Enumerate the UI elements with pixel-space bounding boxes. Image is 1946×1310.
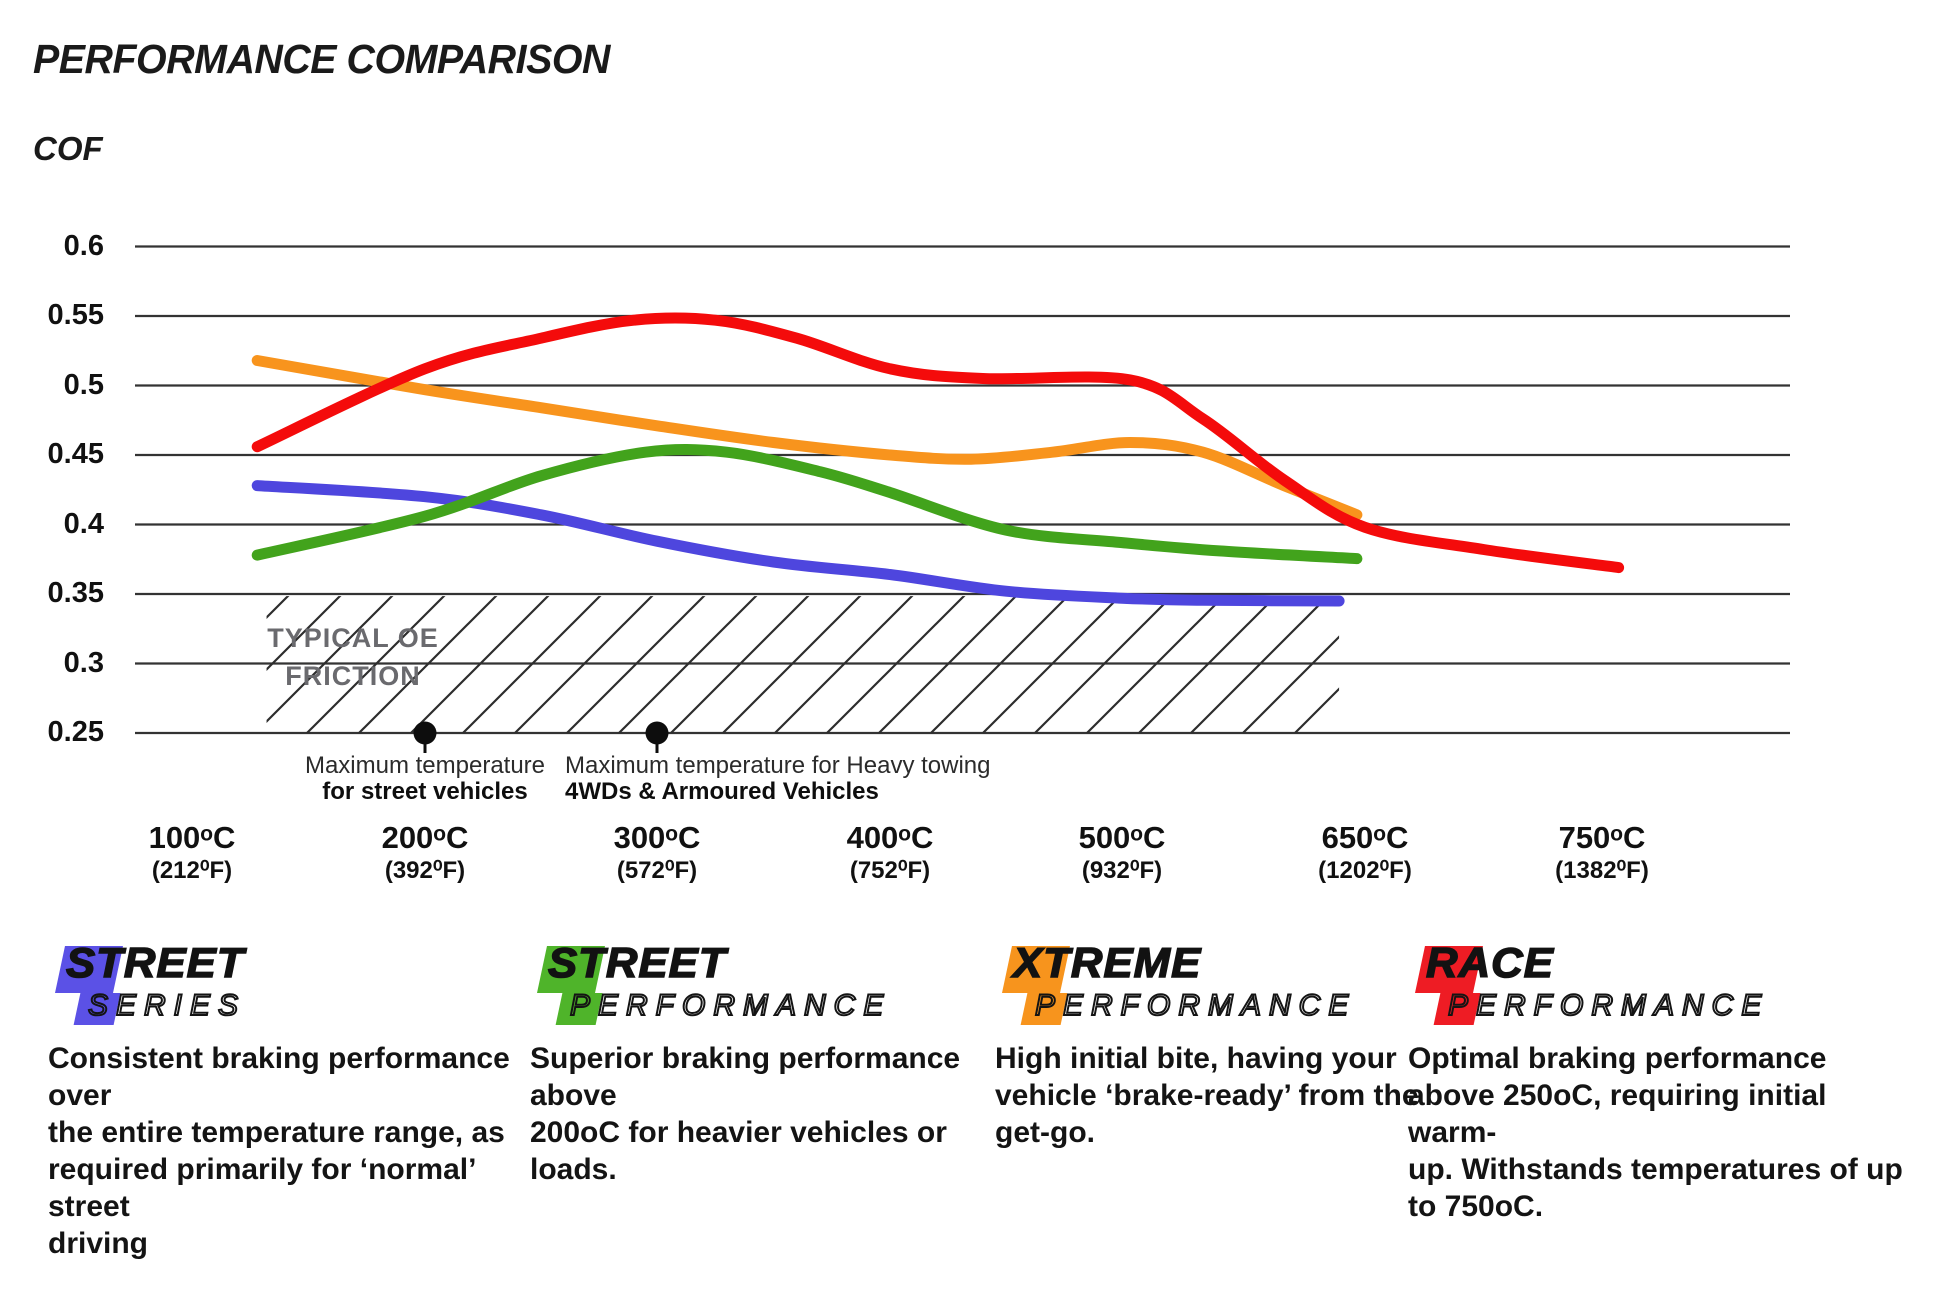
brand-subname: SERIES <box>87 989 247 1023</box>
brand-name: RACE <box>1425 939 1554 986</box>
curve-street-performance <box>251 444 1363 565</box>
brand-name: STREET <box>547 939 727 986</box>
y-axis-title: COF <box>33 130 103 167</box>
typical-oe-friction-band <box>266 596 1340 733</box>
brand-description: High initial bite, having your vehicle ‘… <box>995 1042 1419 1149</box>
brand-subname: PERFORMANCE <box>569 989 892 1023</box>
brand-description: Optimal braking performance above 250oC,… <box>1408 1042 1903 1223</box>
curve-xtreme-performance <box>251 355 1363 521</box>
brand-name: XTREME <box>1012 939 1202 986</box>
page-title: PERFORMANCE COMPARISON <box>33 36 610 82</box>
brand-description: Consistent braking performance over the … <box>48 1042 510 1260</box>
annotation-pin-dot <box>645 721 669 745</box>
brand-name: STREET <box>65 939 245 986</box>
brand-subname: PERFORMANCE <box>1447 989 1770 1023</box>
annotation-pin-dot <box>413 721 437 745</box>
brand-description: Superior braking performance above 200oC… <box>530 1042 961 1186</box>
brand-subname: PERFORMANCE <box>1034 989 1357 1023</box>
curve-race-performance <box>251 312 1625 574</box>
